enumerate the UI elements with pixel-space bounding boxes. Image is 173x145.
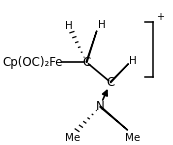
Text: Me: Me (125, 133, 140, 143)
Text: +: + (156, 12, 164, 22)
Polygon shape (110, 64, 129, 83)
Text: C: C (106, 76, 115, 89)
Text: N: N (96, 100, 105, 113)
Text: H: H (98, 20, 106, 30)
Polygon shape (100, 106, 128, 130)
Polygon shape (86, 31, 97, 62)
Text: Cp(OC)₂Fe: Cp(OC)₂Fe (2, 56, 63, 69)
Text: C: C (82, 56, 91, 69)
Text: Me: Me (65, 133, 80, 143)
Text: H: H (129, 56, 137, 66)
Text: H: H (65, 21, 72, 31)
